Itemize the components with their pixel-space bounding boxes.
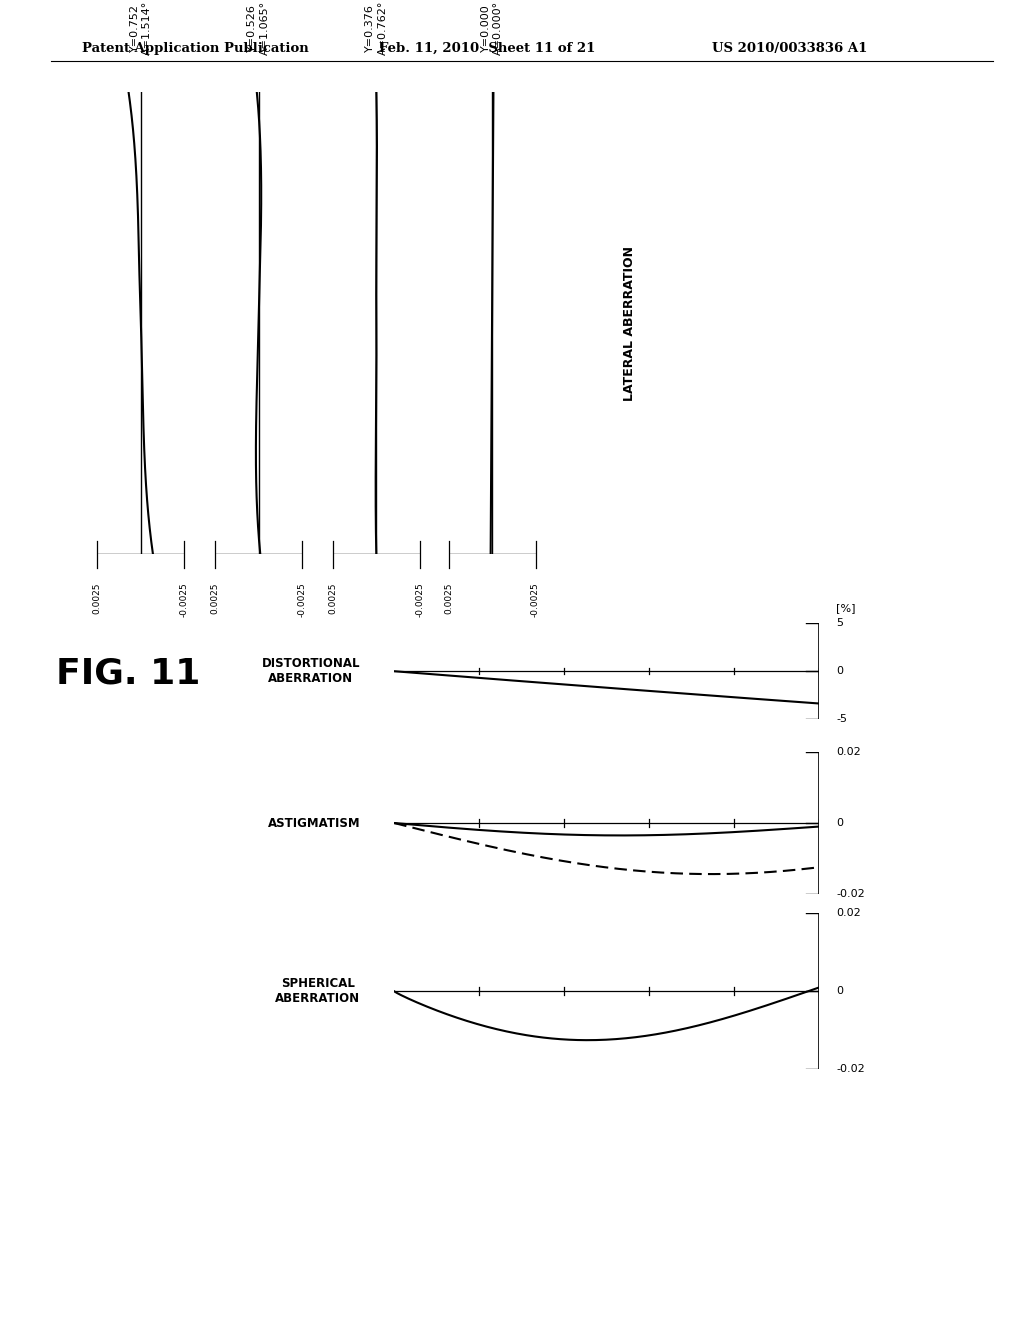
Text: 0.02: 0.02 bbox=[837, 747, 861, 758]
Text: -0.0025: -0.0025 bbox=[298, 582, 306, 616]
Text: Y=0.000
A=0.000°: Y=0.000 A=0.000° bbox=[481, 1, 503, 55]
Text: 0.02: 0.02 bbox=[837, 908, 861, 919]
Text: -0.0025: -0.0025 bbox=[416, 582, 424, 616]
Text: -0.0025: -0.0025 bbox=[531, 582, 540, 616]
Text: -5: -5 bbox=[837, 714, 847, 725]
Text: US 2010/0033836 A1: US 2010/0033836 A1 bbox=[712, 42, 867, 55]
Text: -0.02: -0.02 bbox=[837, 888, 865, 899]
Text: 5: 5 bbox=[837, 618, 843, 628]
Text: -0.02: -0.02 bbox=[837, 1064, 865, 1074]
Text: LATERAL ABERRATION: LATERAL ABERRATION bbox=[624, 246, 636, 401]
Text: Y=0.526
A=1.065°: Y=0.526 A=1.065° bbox=[248, 1, 269, 55]
Text: FIG. 11: FIG. 11 bbox=[56, 656, 201, 690]
Text: DISTORTIONAL
ABERRATION: DISTORTIONAL ABERRATION bbox=[262, 657, 360, 685]
Text: 0.0025: 0.0025 bbox=[211, 582, 219, 614]
Text: 0.0025: 0.0025 bbox=[93, 582, 101, 614]
Text: Patent Application Publication: Patent Application Publication bbox=[82, 42, 308, 55]
Text: 0: 0 bbox=[837, 667, 843, 676]
Text: 0: 0 bbox=[837, 818, 843, 828]
Text: 0.0025: 0.0025 bbox=[329, 582, 337, 614]
Text: 0: 0 bbox=[837, 986, 843, 997]
Text: Feb. 11, 2010  Sheet 11 of 21: Feb. 11, 2010 Sheet 11 of 21 bbox=[379, 42, 595, 55]
Text: SPHERICAL
ABERRATION: SPHERICAL ABERRATION bbox=[275, 977, 360, 1006]
Text: Y=0.376
A=0.762°: Y=0.376 A=0.762° bbox=[366, 1, 387, 55]
Text: ASTIGMATISM: ASTIGMATISM bbox=[267, 817, 360, 829]
Text: [%]: [%] bbox=[837, 603, 856, 614]
Text: 0.0025: 0.0025 bbox=[444, 582, 453, 614]
Text: Y=0.752
A=1.514°: Y=0.752 A=1.514° bbox=[130, 1, 152, 55]
Text: -0.0025: -0.0025 bbox=[180, 582, 188, 616]
